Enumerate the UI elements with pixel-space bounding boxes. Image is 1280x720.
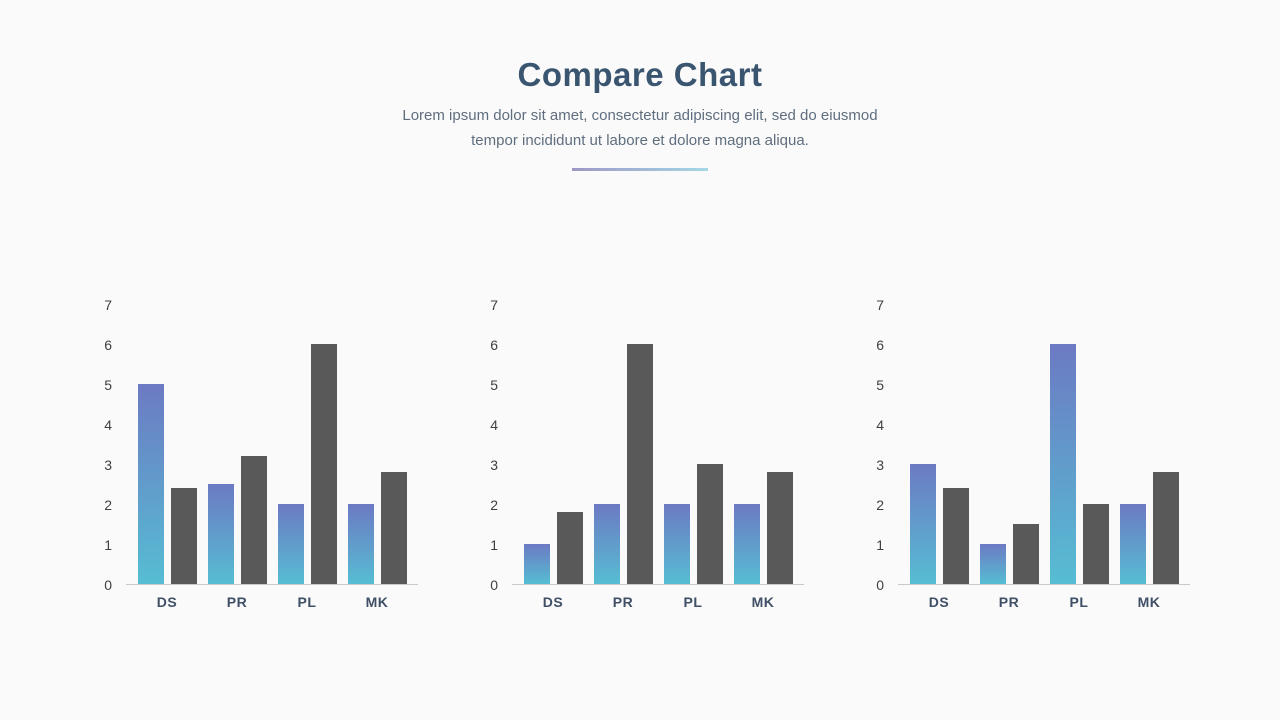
y-tick-label: 7 [104, 296, 112, 313]
x-category-label-pl: PL [1069, 593, 1089, 610]
bar-blue-gradient-ds [137, 383, 164, 584]
y-tick-label: 6 [876, 336, 884, 353]
y-tick-label: 1 [104, 536, 112, 553]
y-tick-label: 5 [104, 376, 112, 393]
x-category-label-ds: DS [156, 593, 178, 610]
plot-area [512, 305, 804, 585]
bar-dark-gray-pr [1012, 523, 1039, 584]
bar-dark-gray-pr [240, 455, 267, 584]
bar-chart-right: 7 6 5 4 3 2 1 0 DS PR PL MK [862, 297, 1190, 610]
slide-subtitle: Lorem ipsum dolor sit amet, consectetur … [402, 107, 878, 149]
y-tick-label: 3 [490, 456, 498, 473]
gradient-divider [572, 167, 708, 171]
y-tick-label: 4 [876, 416, 884, 433]
bar-group-ds [909, 463, 969, 584]
y-tick-label: 2 [876, 496, 884, 513]
bar-group-pl [663, 463, 723, 584]
bar-blue-gradient-mk [733, 503, 760, 584]
y-tick-label: 6 [104, 336, 112, 353]
bar-blue-gradient-pr [207, 483, 234, 584]
x-category-label-pr: PR [226, 593, 248, 610]
y-tick-label: 2 [490, 496, 498, 513]
bar-blue-gradient-mk [347, 503, 374, 584]
y-tick-label: 4 [490, 416, 498, 433]
x-axis: DS PR PL MK [126, 594, 418, 610]
bar-group-pr [979, 523, 1039, 584]
y-axis: 7 6 5 4 3 2 1 0 [90, 297, 112, 593]
y-tick-label: 6 [490, 336, 498, 353]
y-tick-label: 7 [490, 296, 498, 313]
bar-dark-gray-mk [1152, 471, 1179, 584]
bar-dark-gray-pl [1082, 503, 1109, 584]
slide-header: Compare Chart Lorem ipsum dolor sit amet… [0, 0, 1280, 171]
bar-group-pl [1049, 343, 1109, 584]
x-category-label-mk: MK [751, 593, 775, 610]
bar-blue-gradient-pr [593, 503, 620, 584]
x-category-label-pr: PR [612, 593, 634, 610]
x-category-label-pl: PL [683, 593, 703, 610]
bar-dark-gray-pl [696, 463, 723, 584]
plot-area [898, 305, 1190, 585]
charts-row: 7 6 5 4 3 2 1 0 DS PR PL MK 7 6 5 4 3 2 1 0 DS PR PL MK 7 6 5 4… [0, 297, 1280, 610]
plot-wrap: DS PR PL MK [512, 305, 804, 610]
plot-wrap: DS PR PL MK [126, 305, 418, 610]
bar-group-pl [277, 343, 337, 584]
plot-wrap: DS PR PL MK [898, 305, 1190, 610]
bar-dark-gray-ds [942, 487, 969, 584]
y-axis: 7 6 5 4 3 2 1 0 [476, 297, 498, 593]
bar-chart-middle: 7 6 5 4 3 2 1 0 DS PR PL MK [476, 297, 804, 610]
bar-dark-gray-mk [766, 471, 793, 584]
x-category-label-ds: DS [928, 593, 950, 610]
x-category-label-mk: MK [365, 593, 389, 610]
y-tick-label: 2 [104, 496, 112, 513]
bar-dark-gray-ds [556, 511, 583, 584]
plot-area [126, 305, 418, 585]
bar-group-mk [733, 471, 793, 584]
bar-group-pr [207, 455, 267, 584]
y-tick-label: 5 [876, 376, 884, 393]
bar-chart-left: 7 6 5 4 3 2 1 0 DS PR PL MK [90, 297, 418, 610]
bar-blue-gradient-ds [909, 463, 936, 584]
bar-dark-gray-pr [626, 343, 653, 584]
bar-group-mk [347, 471, 407, 584]
bar-blue-gradient-pl [663, 503, 690, 584]
bar-blue-gradient-pr [979, 543, 1006, 584]
x-category-label-mk: MK [1137, 593, 1161, 610]
bar-group-mk [1119, 471, 1179, 584]
y-tick-label: 0 [876, 576, 884, 593]
bar-blue-gradient-mk [1119, 503, 1146, 584]
y-axis: 7 6 5 4 3 2 1 0 [862, 297, 884, 593]
bar-group-ds [523, 511, 583, 584]
x-axis: DS PR PL MK [898, 594, 1190, 610]
bar-blue-gradient-pl [277, 503, 304, 584]
bar-dark-gray-ds [170, 487, 197, 584]
x-category-label-pl: PL [297, 593, 317, 610]
x-category-label-pr: PR [998, 593, 1020, 610]
bar-blue-gradient-pl [1049, 343, 1076, 584]
bar-group-pr [593, 343, 653, 584]
y-tick-label: 5 [490, 376, 498, 393]
y-tick-label: 1 [490, 536, 498, 553]
y-tick-label: 1 [876, 536, 884, 553]
y-tick-label: 3 [104, 456, 112, 473]
bar-dark-gray-pl [310, 343, 337, 584]
x-category-label-ds: DS [542, 593, 564, 610]
bar-group-ds [137, 383, 197, 584]
y-tick-label: 0 [104, 576, 112, 593]
y-tick-label: 4 [104, 416, 112, 433]
page-title: Compare Chart [517, 56, 763, 93]
y-tick-label: 7 [876, 296, 884, 313]
x-axis: DS PR PL MK [512, 594, 804, 610]
y-tick-label: 0 [490, 576, 498, 593]
bar-dark-gray-mk [380, 471, 407, 584]
y-tick-label: 3 [876, 456, 884, 473]
bar-blue-gradient-ds [523, 543, 550, 584]
